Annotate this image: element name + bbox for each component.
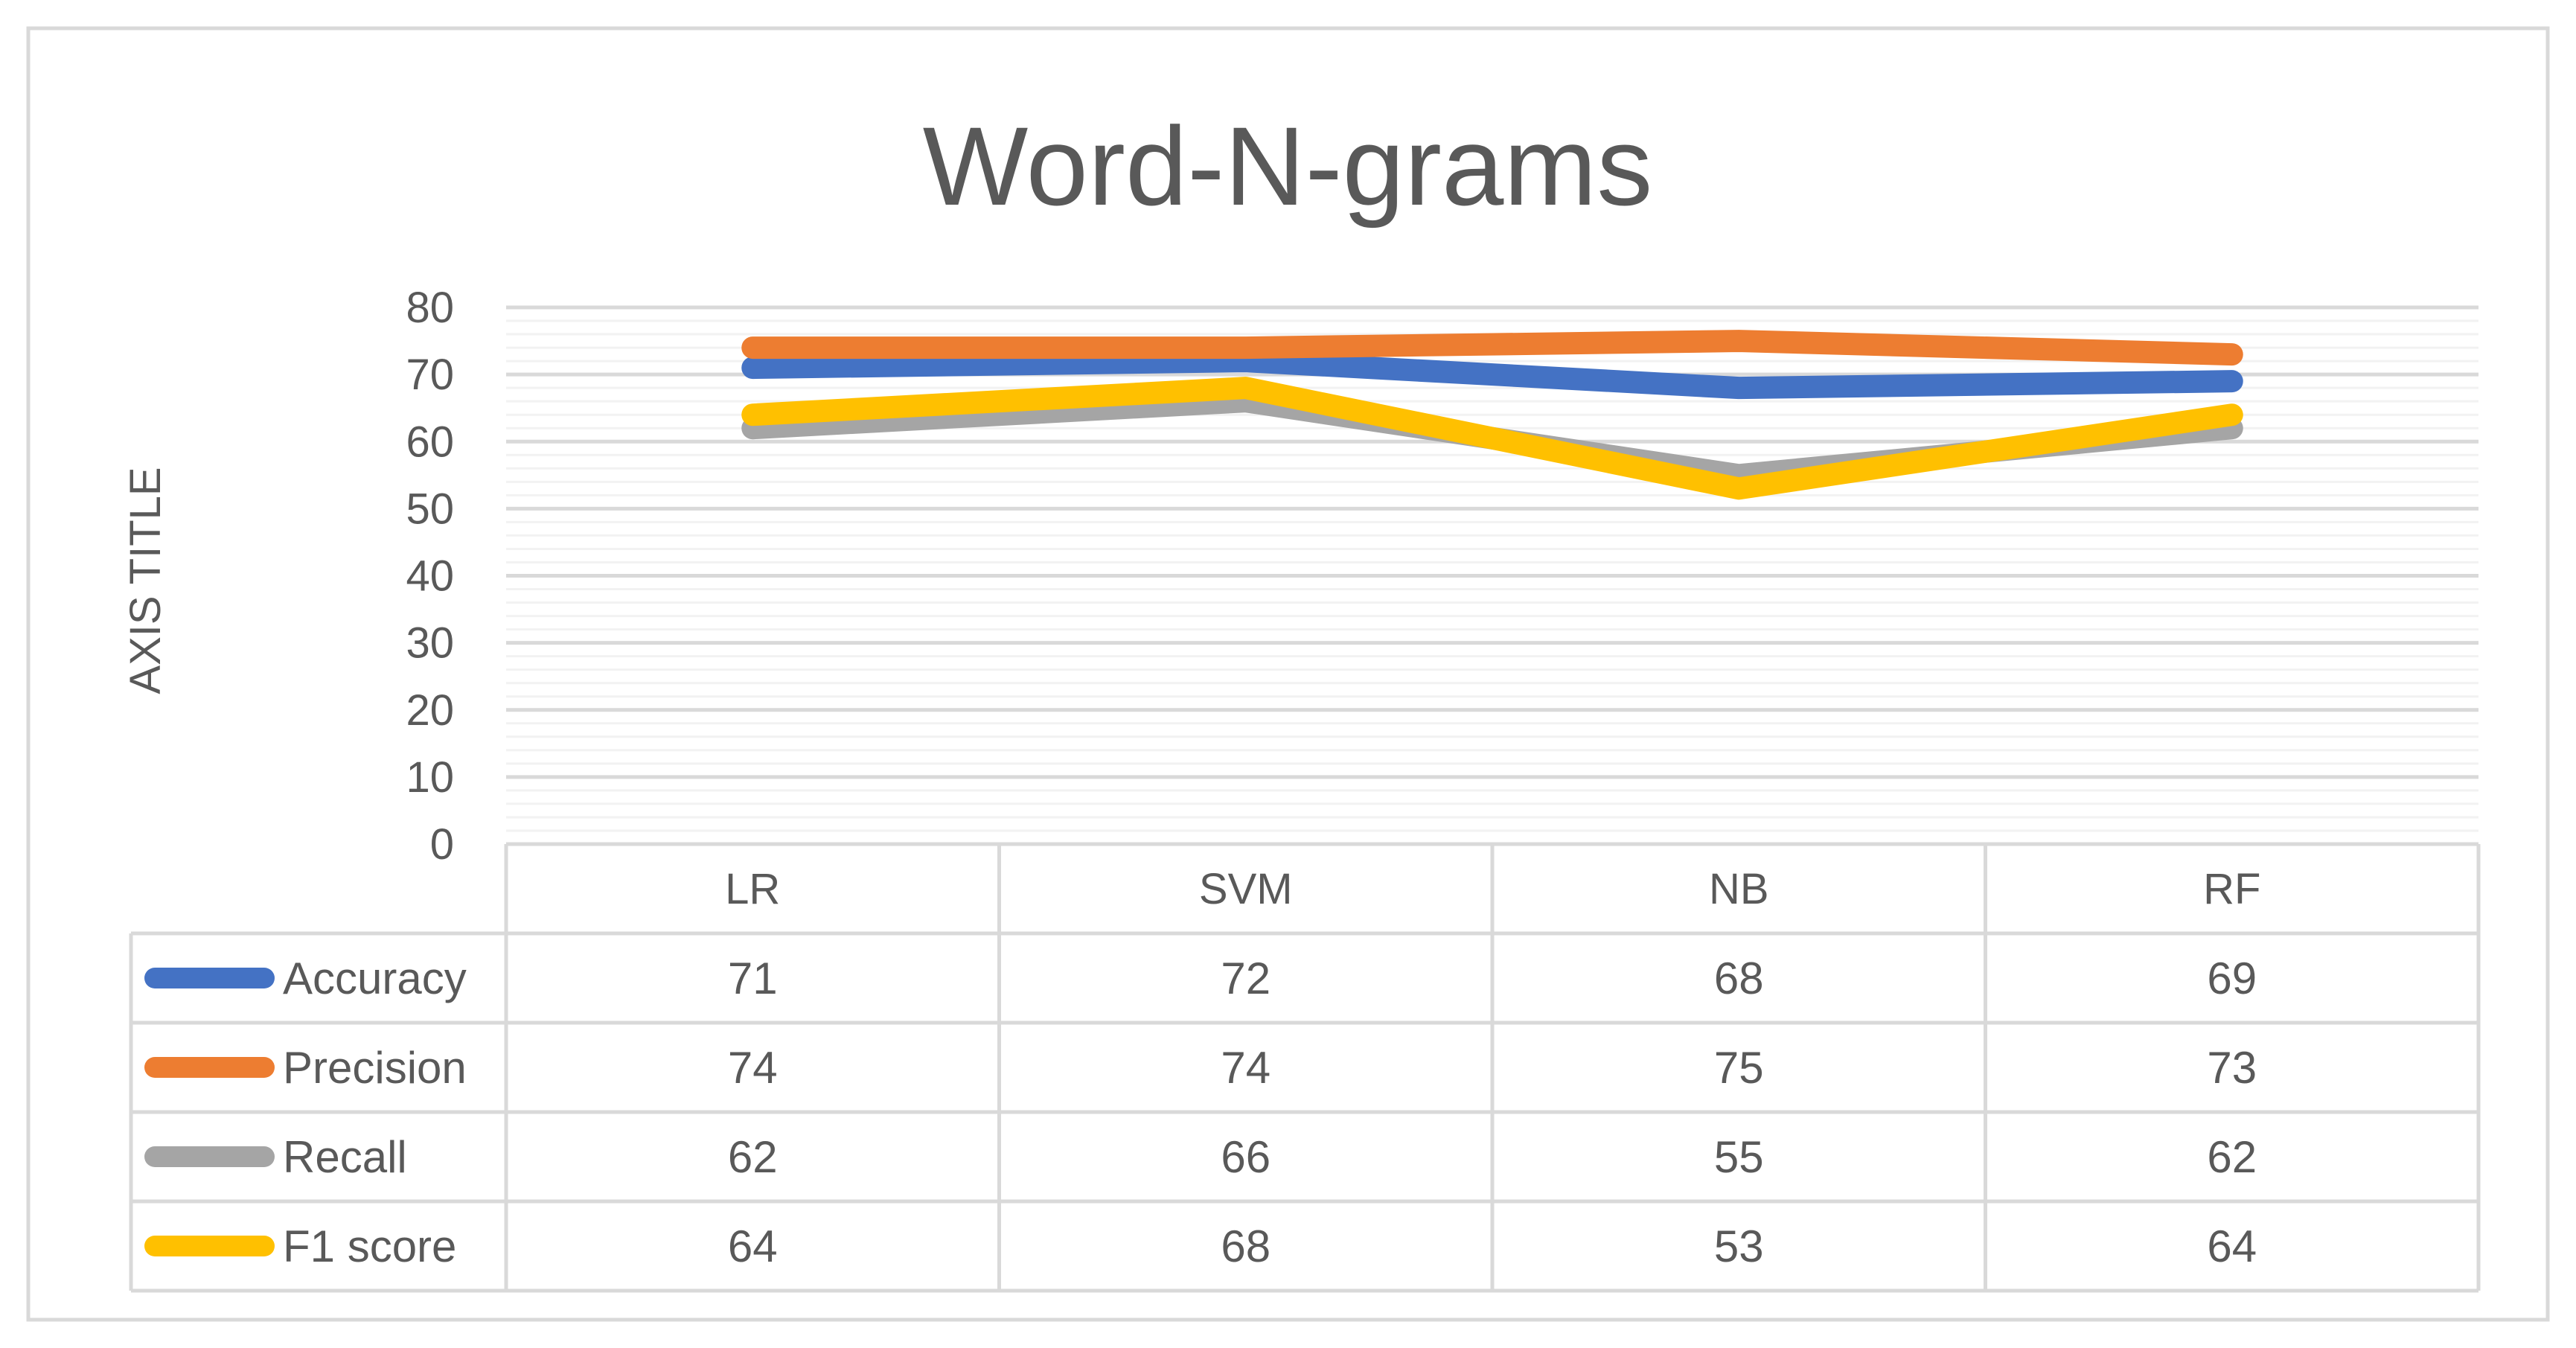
y-tick-label: 10 <box>406 753 454 802</box>
data-table-value: 55 <box>1714 1132 1764 1182</box>
data-table-value: 64 <box>728 1221 778 1271</box>
data-table-value: 71 <box>728 953 778 1003</box>
legend-label: Precision <box>283 1043 467 1093</box>
y-tick-label: 50 <box>406 485 454 533</box>
series-line-precision <box>741 330 2243 366</box>
legend-label: Accuracy <box>283 953 467 1003</box>
data-table-value: 69 <box>2207 953 2257 1003</box>
data-table-value: 74 <box>728 1043 778 1093</box>
data-table-value: 62 <box>2207 1132 2257 1182</box>
y-tick-label: 60 <box>406 418 454 466</box>
chart-title: Word-N-grams <box>923 103 1653 229</box>
data-table: LR SVM NB RF Accuracy 71 72 68 69 Precision 74 74 75… <box>144 865 2260 1271</box>
y-tick-label: 20 <box>406 686 454 735</box>
data-table-value: 75 <box>1714 1043 1764 1093</box>
y-tick-label: 30 <box>406 619 454 668</box>
series-lines <box>741 330 2243 500</box>
data-table-value: 53 <box>1714 1221 1764 1271</box>
data-table-value: 68 <box>1221 1221 1271 1271</box>
legend-label: F1 score <box>283 1221 456 1271</box>
y-tick-label: 80 <box>406 284 454 332</box>
x-category-label: LR <box>725 865 780 913</box>
data-table-value: 66 <box>1221 1132 1271 1182</box>
y-tick-labels: 0 10 20 30 40 50 60 70 80 <box>406 284 454 869</box>
chart-frame <box>26 26 2550 1322</box>
y-tick-label: 0 <box>430 820 454 869</box>
data-table-value: 72 <box>1221 953 1271 1003</box>
x-category-label: SVM <box>1199 865 1293 913</box>
data-table-value: 73 <box>2207 1043 2257 1093</box>
data-table-value: 68 <box>1714 953 1764 1003</box>
x-category-label: NB <box>1709 865 1769 913</box>
major-gridlines <box>506 305 2478 779</box>
series-line-f1-score <box>741 377 2243 500</box>
x-category-label: RF <box>2203 865 2260 913</box>
series-line-accuracy <box>741 350 2243 400</box>
data-table-value: 64 <box>2207 1221 2257 1271</box>
y-axis-title: AXIS TITLE <box>121 467 170 694</box>
y-tick-label: 70 <box>406 351 454 399</box>
data-table-value: 62 <box>728 1132 778 1182</box>
legend-label: Recall <box>283 1132 407 1182</box>
y-tick-label: 40 <box>406 552 454 601</box>
data-table-value: 74 <box>1221 1043 1271 1093</box>
data-table-grid <box>129 842 2481 1293</box>
